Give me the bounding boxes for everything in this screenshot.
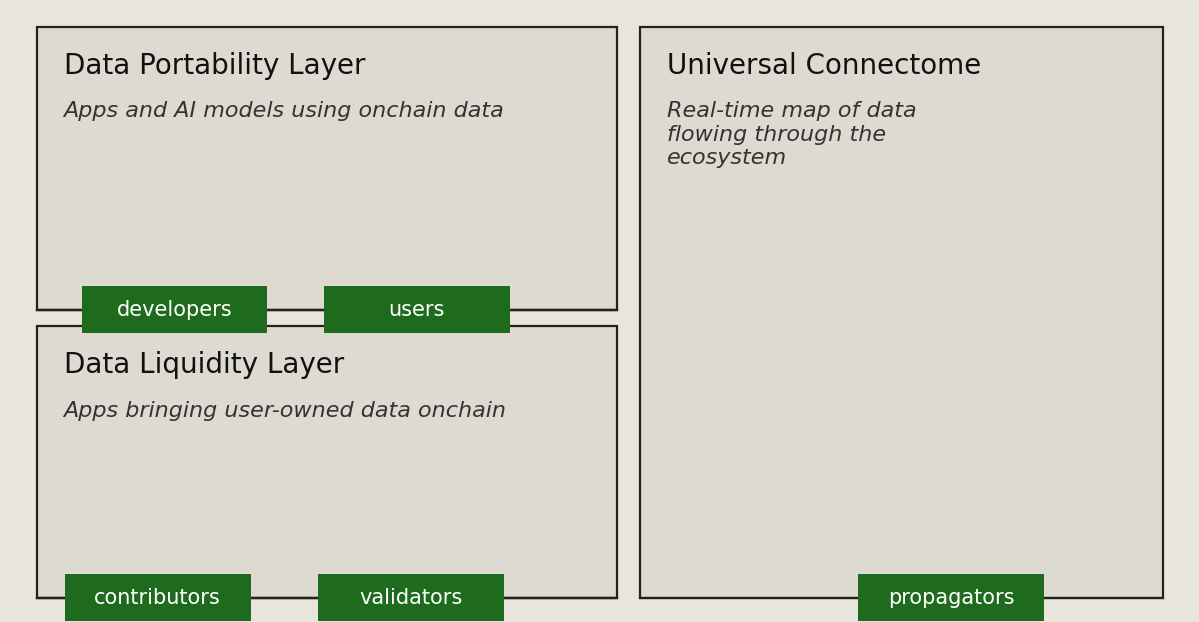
Bar — [318, 575, 504, 621]
Text: Apps and AI models using onchain data: Apps and AI models using onchain data — [64, 101, 505, 121]
Bar — [65, 575, 251, 621]
Text: Universal Connectome: Universal Connectome — [667, 52, 981, 80]
Text: contributors: contributors — [95, 588, 221, 608]
Text: Apps bringing user-owned data onchain: Apps bringing user-owned data onchain — [64, 401, 506, 420]
Bar — [324, 286, 510, 333]
Bar — [37, 27, 617, 310]
Bar — [858, 575, 1044, 621]
Text: users: users — [388, 300, 445, 320]
Bar — [37, 326, 617, 598]
Bar — [82, 286, 267, 333]
Text: Data Liquidity Layer: Data Liquidity Layer — [64, 351, 344, 379]
Text: Real-time map of data
flowing through the
ecosystem: Real-time map of data flowing through th… — [667, 101, 916, 168]
Text: developers: developers — [116, 300, 233, 320]
Text: Data Portability Layer: Data Portability Layer — [64, 52, 364, 80]
Bar — [640, 27, 1163, 598]
Text: propagators: propagators — [888, 588, 1014, 608]
Text: validators: validators — [359, 588, 463, 608]
